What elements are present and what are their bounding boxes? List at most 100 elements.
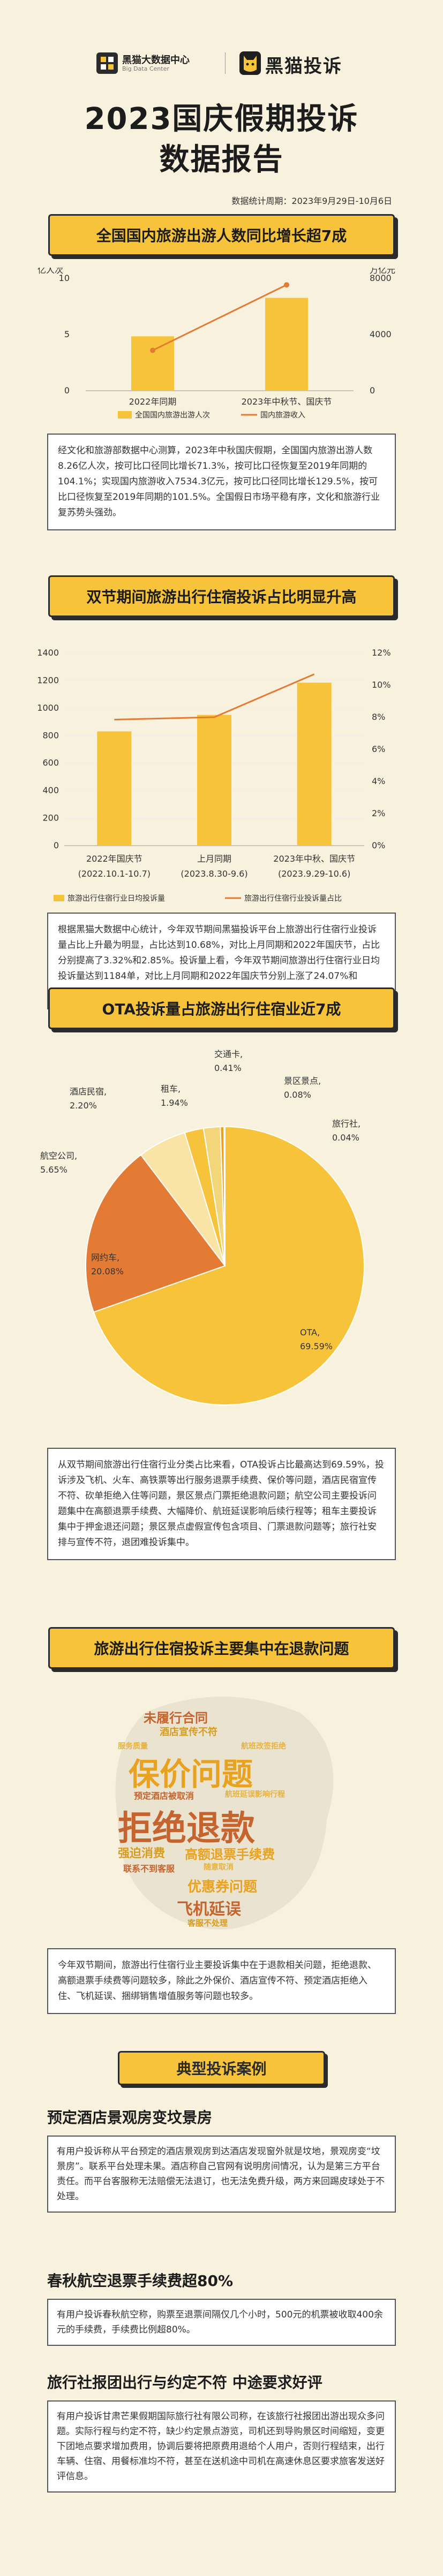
word-2: 酒店宣传不符 <box>160 1727 217 1738</box>
pie-label-pct: 1.94% <box>161 1098 188 1108</box>
word-cloud: 未履行合同 酒店宣传不符 服务质量 航班改签拒绝 保价问题 预定酒店被取消 航班… <box>96 1691 347 1937</box>
word-11: 联系不到客服 <box>123 1864 175 1874</box>
word-7: 航班延误影响行程 <box>225 1790 285 1799</box>
left-tick: 1000 <box>37 703 59 713</box>
word-9: 强迫消费 <box>118 1847 166 1860</box>
word-1: 未履行合同 <box>144 1711 208 1726</box>
logo2-name: 黑猫投诉 <box>265 56 342 77</box>
chart1-container: 亿人次 万亿元 0 5 10 0 4000 8000 2022年同期 2023年中秋节、国庆节 全国… <box>21 265 422 428</box>
case3-body: 有用户投诉甘肃芒果假期国际旅行社有限公司称，在该旅行社报团出游出现众多问题。实际… <box>47 2400 396 2493</box>
pie-slice-网约车 <box>85 1154 226 1313</box>
left-tick: 0 <box>54 840 59 850</box>
x-tick: 上月同期 <box>197 854 231 864</box>
word-4: 航班改签拒绝 <box>241 1742 286 1751</box>
logo-bar: 黑猫大数据中心 Big Data Center 黑猫投诉 <box>0 47 443 79</box>
right-tick: 0% <box>372 840 385 850</box>
pie-label-pct: 0.41% <box>214 1063 242 1073</box>
left-tick: 1400 <box>37 648 59 658</box>
word-6: 预定酒店被取消 <box>134 1791 194 1801</box>
chart2-svg: 0 200 400 600 800 1000 1200 1400 0% 2% 4% 6% 8% 10% 12… <box>37 648 391 903</box>
legend-label-line: 国内旅游收入 <box>260 411 305 420</box>
word-15: 客服不处理 <box>187 1918 228 1928</box>
pie-slice-旅行社 <box>224 1126 226 1266</box>
bar-daily-complaints <box>97 731 132 846</box>
left-tick: 1200 <box>37 675 59 685</box>
case1-title: 预定酒店景观房变坟景房 <box>47 2109 213 2126</box>
pie-label-name: 网约车, <box>91 1252 119 1263</box>
pie-label-name: 景区景点, <box>284 1076 321 1086</box>
pie-label-name: 租车, <box>161 1084 181 1094</box>
right-tick: 8000 <box>370 273 392 283</box>
stats-period: 数据统计周期：2023年9月29日-10月6日 <box>231 196 392 206</box>
title-line-1: 2023国庆假期投诉 <box>84 102 359 136</box>
right-tick: 4% <box>372 776 385 786</box>
section-ota-share: OTA投诉量占旅游出行住宿业近7成 <box>48 987 395 1029</box>
pie-label-pct: 0.04% <box>332 1133 359 1143</box>
word-12: 随意取消 <box>204 1863 234 1872</box>
legend-label-line: 旅游出行住宿行业投诉量占比 <box>244 894 342 903</box>
section3-note: 从双节期间旅游出行住宿行业分类占比来看，OTA投诉占比最高达到69.59%，投诉… <box>47 1448 396 1560</box>
pie-label-name: 旅行社, <box>332 1119 361 1129</box>
legend-label-bar: 旅游出行住宿行业日均投诉量 <box>67 894 165 903</box>
bar-daily-complaints <box>297 682 332 846</box>
report-title: 2023国庆假期投诉 数据报告 <box>0 99 443 180</box>
chart3-svg: OTA, 69.59% 网约车, 20.08% 航空公司, 5.65% 酒店民宿, 2.20%… <box>40 1049 365 1405</box>
right-tick: 4000 <box>370 329 392 339</box>
point-revenue <box>284 282 289 288</box>
word-14: 飞机延误 <box>177 1900 241 1919</box>
case2-body: 有用户投诉春秋航空称，购票至退票间隔仅几个小时，500元的机票被收取400余元的… <box>47 2299 396 2346</box>
chart2-container: 0 200 400 600 800 1000 1200 1400 0% 2% 4% 6% 8% 10% 12… <box>21 632 422 910</box>
section1-heading: 全国国内旅游出游人数同比增长超7成 <box>48 214 395 256</box>
case3-title: 旅行社报团出行与约定不符 中途要求好评 <box>47 2374 322 2391</box>
pie-label-name: OTA, <box>300 1327 320 1338</box>
section4-heading: 旅游出行住宿投诉主要集中在退款问题 <box>48 1627 395 1669</box>
right-tick: 2% <box>372 808 385 818</box>
word-10: 高额退票手续费 <box>185 1847 275 1862</box>
left-axis-unit: 亿人次 <box>37 268 63 275</box>
pie-label-name: 航空公司, <box>40 1151 77 1161</box>
section-complaints-share: 双节期间旅游出行住宿投诉占比明显升高 <box>48 575 395 617</box>
word-13: 优惠券问题 <box>187 1879 258 1895</box>
left-tick: 600 <box>42 758 59 768</box>
logo1-subtitle: Big Data Center <box>122 65 169 72</box>
bar-daily-complaints <box>197 715 231 846</box>
x-tick: 2023年中秋节、国庆节 <box>242 397 332 407</box>
line-complaint-share <box>114 673 315 720</box>
pie-label-name: 酒店民宿, <box>70 1086 107 1097</box>
right-tick: 12% <box>372 648 391 658</box>
section3-heading: OTA投诉量占旅游出行住宿业近7成 <box>48 987 395 1029</box>
chart3-container: OTA, 69.59% 网约车, 20.08% 航空公司, 5.65% 酒店民宿, 2.20%… <box>21 1036 422 1432</box>
x-tick: 2022年国庆节 <box>86 854 142 864</box>
word-5: 保价问题 <box>129 1756 253 1792</box>
x-tick-sub: (2022.10.1-10.7) <box>78 869 151 879</box>
bar-travelers <box>131 336 174 391</box>
left-tick: 200 <box>42 813 59 823</box>
cases-heading: 典型投诉案例 <box>118 2051 325 2085</box>
left-tick: 10 <box>59 273 70 283</box>
chart1-svg: 亿人次 万亿元 0 5 10 0 4000 8000 2022年同期 2023年中秋节、国庆节全国… <box>37 265 395 420</box>
pie-label-pct: 0.08% <box>284 1090 311 1100</box>
right-tick: 10% <box>372 680 391 690</box>
case2-title: 春秋航空退票手续费超80% <box>47 2272 234 2290</box>
section1-note: 经文化和旅游部数据中心测算，2023年中秋国庆假期，全国国内旅游出游人数8.26… <box>47 434 396 530</box>
pie-label-pct: 5.65% <box>40 1165 67 1175</box>
legend-label-bar: 全国国内旅游出游人次 <box>135 411 210 420</box>
word-3: 服务质量 <box>118 1742 148 1751</box>
section2-heading: 双节期间旅游出行住宿投诉占比明显升高 <box>48 575 395 617</box>
right-tick: 8% <box>372 712 385 722</box>
right-axis-unit: 万亿元 <box>370 268 395 275</box>
pie-label-name: 交通卡, <box>214 1049 243 1059</box>
left-tick: 800 <box>42 730 59 740</box>
big-data-center-logo-icon <box>96 52 118 74</box>
x-tick: 2023年中秋、国庆节 <box>273 854 355 864</box>
pie-label-pct: 69.59% <box>300 1341 333 1351</box>
left-tick: 0 <box>64 385 70 396</box>
section-refund-issues: 旅游出行住宿投诉主要集中在退款问题 <box>48 1627 395 1669</box>
right-tick: 6% <box>372 744 385 754</box>
title-line-2: 数据报告 <box>159 142 284 177</box>
x-tick-sub: (2023.8.30-9.6) <box>181 869 247 879</box>
left-tick: 5 <box>64 329 70 339</box>
x-tick-sub: (2023.9.29-10.6) <box>278 869 350 879</box>
section-travelers: 全国国内旅游出游人数同比增长超7成 <box>48 214 395 256</box>
